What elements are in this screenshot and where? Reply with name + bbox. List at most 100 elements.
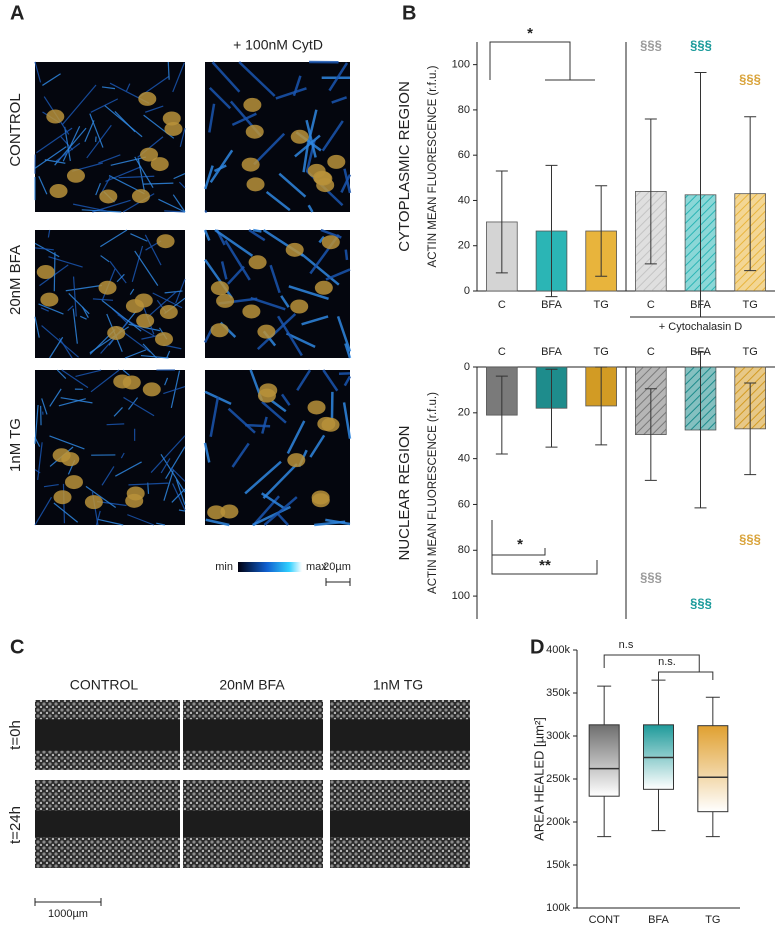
annotation: §§§ — [690, 595, 712, 610]
nucleus — [291, 130, 309, 144]
nucleus — [99, 281, 117, 295]
actin-fiber — [205, 211, 207, 212]
colorbar-min: min — [215, 561, 233, 573]
annotation: * — [517, 536, 523, 553]
nucleus — [40, 293, 58, 307]
x-tick-label: BFA — [648, 914, 669, 926]
nucleus — [308, 400, 326, 414]
nucleus — [160, 305, 178, 319]
y-tick-label: 60 — [458, 149, 470, 161]
nucleus — [216, 294, 234, 308]
row-label: CONTROL — [7, 93, 24, 166]
y-tick-label: 150k — [546, 859, 570, 871]
y-tick-label: 20 — [458, 240, 470, 252]
nucleus — [211, 281, 229, 295]
nucleus — [243, 98, 261, 112]
x-tick-label: C — [498, 346, 506, 358]
y-tick-label: 40 — [458, 453, 470, 465]
y-tick-label: 40 — [458, 194, 470, 206]
panel-label: A — [10, 2, 24, 24]
nucleus — [246, 125, 264, 139]
chart-title: CYTOPLASMIC REGION — [396, 81, 413, 252]
y-tick-label: 100k — [546, 902, 570, 914]
nucleus — [140, 148, 158, 162]
nucleus — [132, 189, 150, 203]
y-axis-label: ACTIN MEAN FLUORESCENCE (r.f.u.) — [427, 65, 439, 267]
annotation: ** — [539, 557, 551, 574]
nucleus — [163, 112, 181, 126]
row-label: t=24h — [7, 806, 24, 844]
annotation: §§§ — [739, 531, 761, 546]
panel-label: C — [10, 636, 24, 658]
nucleus — [312, 490, 330, 504]
cell-layer — [330, 751, 470, 770]
nucleus — [322, 235, 340, 249]
x-tick-label: TG — [743, 346, 758, 358]
column-header: CONTROL — [70, 677, 139, 693]
nucleus — [85, 495, 103, 509]
x-tick-label: TG — [743, 299, 758, 311]
panel-label: D — [530, 636, 544, 658]
row-label: 1nM TG — [7, 418, 24, 472]
actin-fiber — [107, 424, 125, 425]
nucleus — [46, 110, 64, 124]
nucleus — [53, 448, 71, 462]
nucleus — [138, 92, 156, 106]
nucleus — [136, 314, 154, 328]
nucleus — [155, 332, 173, 346]
x-tick-label: TG — [705, 914, 720, 926]
x-tick-label: BFA — [541, 346, 562, 358]
cell-layer — [35, 837, 180, 868]
x-tick-label: CONT — [589, 914, 620, 926]
cell-layer — [35, 751, 180, 770]
nucleus — [322, 418, 340, 432]
actin-fiber — [253, 230, 261, 232]
nucleus — [249, 255, 267, 269]
y-axis-label: AREA HEALED [µm²] — [531, 717, 546, 841]
x-tick-label: C — [498, 299, 506, 311]
nucleus — [67, 169, 85, 183]
annotation: n.s — [619, 639, 634, 651]
nucleus — [65, 475, 83, 489]
x-tick-label: C — [647, 346, 655, 358]
annotation: §§§ — [640, 569, 662, 584]
y-tick-label: 20 — [458, 407, 470, 419]
column-header: + 100nM CytD — [233, 37, 323, 53]
x-tick-label: C — [647, 299, 655, 311]
actin-fiber — [35, 62, 36, 63]
scale-bar — [35, 898, 101, 906]
cell-layer — [183, 837, 323, 868]
x-tick-label: TG — [594, 299, 609, 311]
annotation: * — [527, 25, 533, 42]
y-tick-label: 250k — [546, 773, 570, 785]
y-tick-label: 400k — [546, 644, 570, 656]
bracket — [490, 42, 595, 80]
y-tick-label: 0 — [464, 285, 470, 297]
scale-bar — [326, 578, 350, 586]
nucleus — [259, 383, 277, 397]
nucleus — [220, 505, 238, 519]
nucleus — [211, 323, 229, 337]
cell-layer — [330, 837, 470, 868]
nucleus — [327, 155, 345, 169]
y-axis-label: ACTIN MEAN FLUORESCENCE (r.f.u.) — [427, 392, 439, 594]
column-header: 20nM BFA — [219, 677, 285, 693]
nucleus — [242, 158, 260, 172]
y-tick-label: 350k — [546, 687, 570, 699]
nucleus — [286, 243, 304, 257]
box — [589, 725, 619, 796]
cell-layer — [183, 700, 323, 719]
nucleus — [157, 234, 175, 248]
y-tick-label: 300k — [546, 730, 570, 742]
y-tick-label: 80 — [458, 544, 470, 556]
row-label: t=0h — [7, 720, 24, 750]
nucleus — [247, 177, 265, 191]
nucleus — [287, 453, 305, 467]
nucleus — [107, 326, 125, 340]
bracket — [604, 655, 699, 672]
cell-layer — [183, 780, 323, 811]
annotation: §§§ — [640, 37, 662, 52]
y-tick-label: 60 — [458, 498, 470, 510]
